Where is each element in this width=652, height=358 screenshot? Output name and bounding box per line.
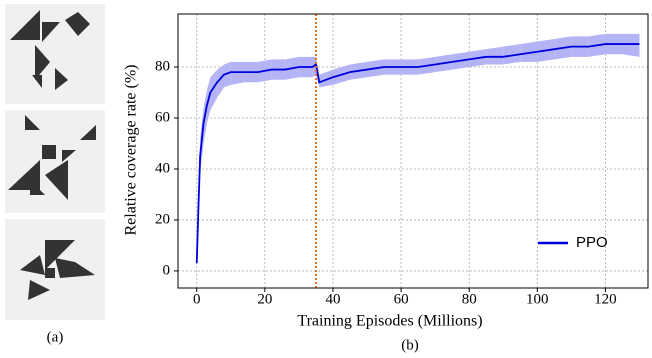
y-tick-label: 40	[155, 160, 170, 176]
piece	[55, 258, 95, 278]
y-tick-label: 20	[155, 211, 170, 227]
y-tick-label: 0	[163, 262, 171, 278]
piece	[45, 240, 75, 270]
piece	[62, 150, 76, 162]
x-tick-label: 100	[526, 291, 549, 307]
x-tick-label: 120	[594, 291, 617, 307]
confidence-band	[210, 69, 218, 111]
piece	[80, 125, 96, 140]
x-tick-label: 80	[462, 291, 477, 307]
piece	[45, 160, 68, 200]
confidence-band	[319, 69, 333, 88]
confidence-band	[217, 64, 224, 98]
piece	[30, 180, 45, 195]
piece	[28, 280, 50, 300]
piece	[42, 22, 60, 42]
piece	[25, 115, 40, 130]
piece	[32, 75, 42, 88]
panel-label: (a)	[47, 329, 64, 345]
x-tick-label: 40	[325, 291, 340, 307]
y-tick-label: 80	[155, 58, 170, 74]
piece	[20, 255, 45, 275]
x-axis-title: Training Episodes (Millions)	[297, 313, 482, 330]
x-tick-label: 60	[394, 291, 409, 307]
confidence-band	[520, 41, 538, 62]
tangram-panel	[5, 4, 105, 320]
tangram-image	[5, 110, 105, 213]
line	[195, 43, 640, 264]
piece	[55, 68, 68, 90]
plot-frame	[177, 13, 649, 289]
piece	[35, 45, 50, 80]
piece	[10, 10, 40, 40]
y-axis-title: Relative coverage rate (%)	[123, 64, 140, 235]
confidence-band	[503, 44, 521, 65]
confidence-band	[223, 61, 231, 88]
x-tick-label: 0	[193, 291, 201, 307]
confidence-band	[486, 46, 504, 65]
piece	[45, 268, 55, 278]
y-tick-label: 60	[155, 109, 170, 125]
piece	[42, 145, 56, 159]
confidence-band	[622, 33, 640, 57]
x-tick-label: 20	[257, 291, 272, 307]
legend-label: PPO	[576, 234, 608, 251]
piece	[65, 12, 90, 36]
panel-label: (b)	[401, 337, 419, 353]
confidence-band	[230, 61, 245, 85]
confidence-band	[312, 56, 316, 78]
